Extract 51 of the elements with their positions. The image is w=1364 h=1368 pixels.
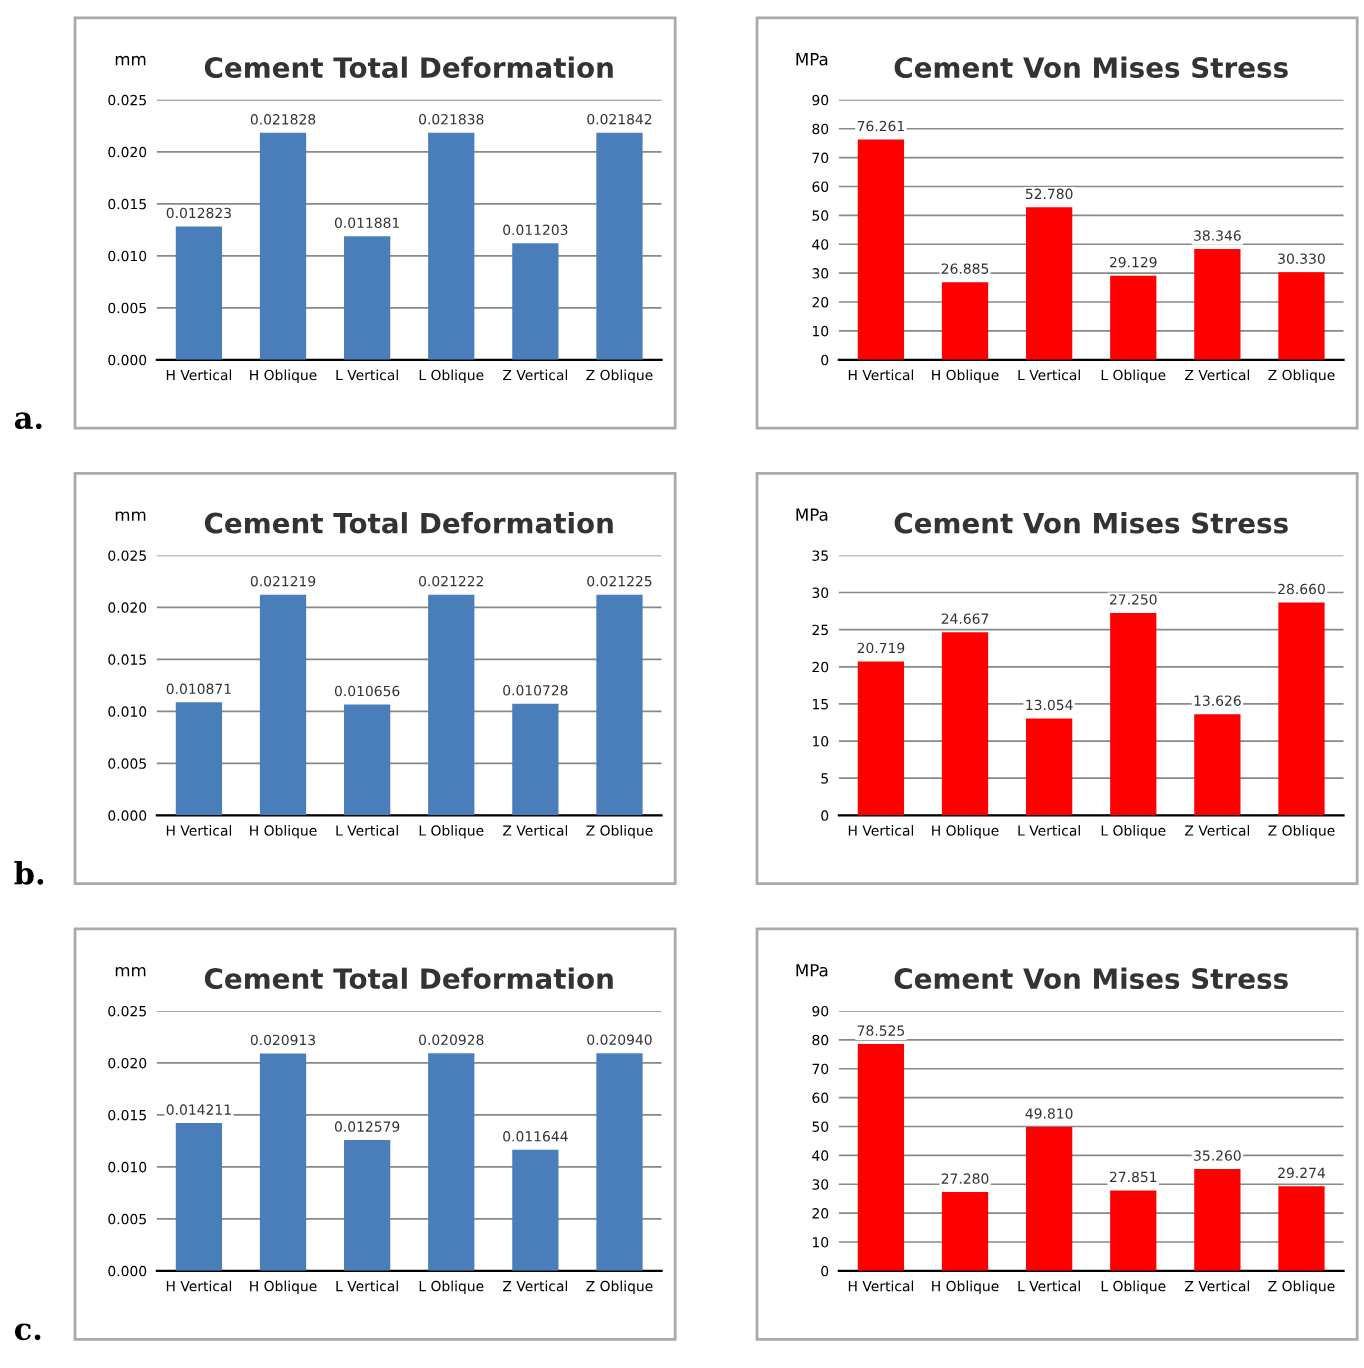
- y-axis-title: MPa: [796, 508, 828, 521]
- bar: [175, 1123, 223, 1271]
- bar: [344, 236, 391, 360]
- bar: [1110, 275, 1157, 360]
- bar: [596, 1053, 643, 1271]
- text: a.: [14, 412, 42, 430]
- chart-title: Cement Total Deformation: [204, 512, 613, 534]
- bar: [1278, 1186, 1325, 1271]
- bar: [428, 132, 475, 360]
- y-axis-title: mm: [115, 55, 146, 66]
- bar: [259, 594, 307, 816]
- bar: [1278, 272, 1325, 360]
- bar: [428, 1053, 475, 1271]
- bar: [857, 661, 905, 816]
- bar: [259, 1053, 307, 1271]
- bar: [941, 632, 989, 816]
- y-axis-title: mm: [115, 511, 146, 521]
- bar: [1278, 602, 1325, 816]
- bar: [1194, 714, 1241, 816]
- bar: [1026, 718, 1073, 816]
- bar: [857, 1044, 905, 1271]
- bar: [1194, 249, 1241, 360]
- bar: [941, 1192, 989, 1271]
- bar: [1026, 1127, 1073, 1271]
- bar: [175, 702, 223, 816]
- bar: [512, 243, 559, 360]
- bar: [1194, 1169, 1241, 1271]
- bar: [1110, 612, 1157, 816]
- bar: [857, 139, 905, 360]
- bar: [941, 282, 989, 360]
- y-axis-title: mm: [115, 966, 146, 977]
- chart-title: Cement Von Mises Stress: [894, 512, 1288, 534]
- chart-title: Cement Total Deformation: [204, 967, 613, 990]
- bar: [259, 132, 307, 360]
- bar: [344, 1140, 391, 1271]
- bar: [596, 132, 643, 360]
- chart-title: Cement Von Mises Stress: [894, 56, 1288, 79]
- bar: [1110, 1190, 1157, 1271]
- bar: [344, 704, 391, 816]
- bar: [1026, 207, 1073, 360]
- text: c.: [14, 1323, 41, 1341]
- chart-title: Cement Von Mises Stress: [894, 967, 1288, 990]
- bar: [428, 594, 475, 816]
- bar: [512, 1149, 559, 1271]
- bar: [175, 226, 223, 360]
- text: b.: [14, 861, 44, 885]
- y-axis-title: MPa: [796, 964, 828, 977]
- bar: [596, 594, 643, 816]
- chart-title: Cement Total Deformation: [204, 56, 613, 79]
- y-axis-title: MPa: [796, 53, 828, 66]
- bar: [512, 703, 559, 816]
